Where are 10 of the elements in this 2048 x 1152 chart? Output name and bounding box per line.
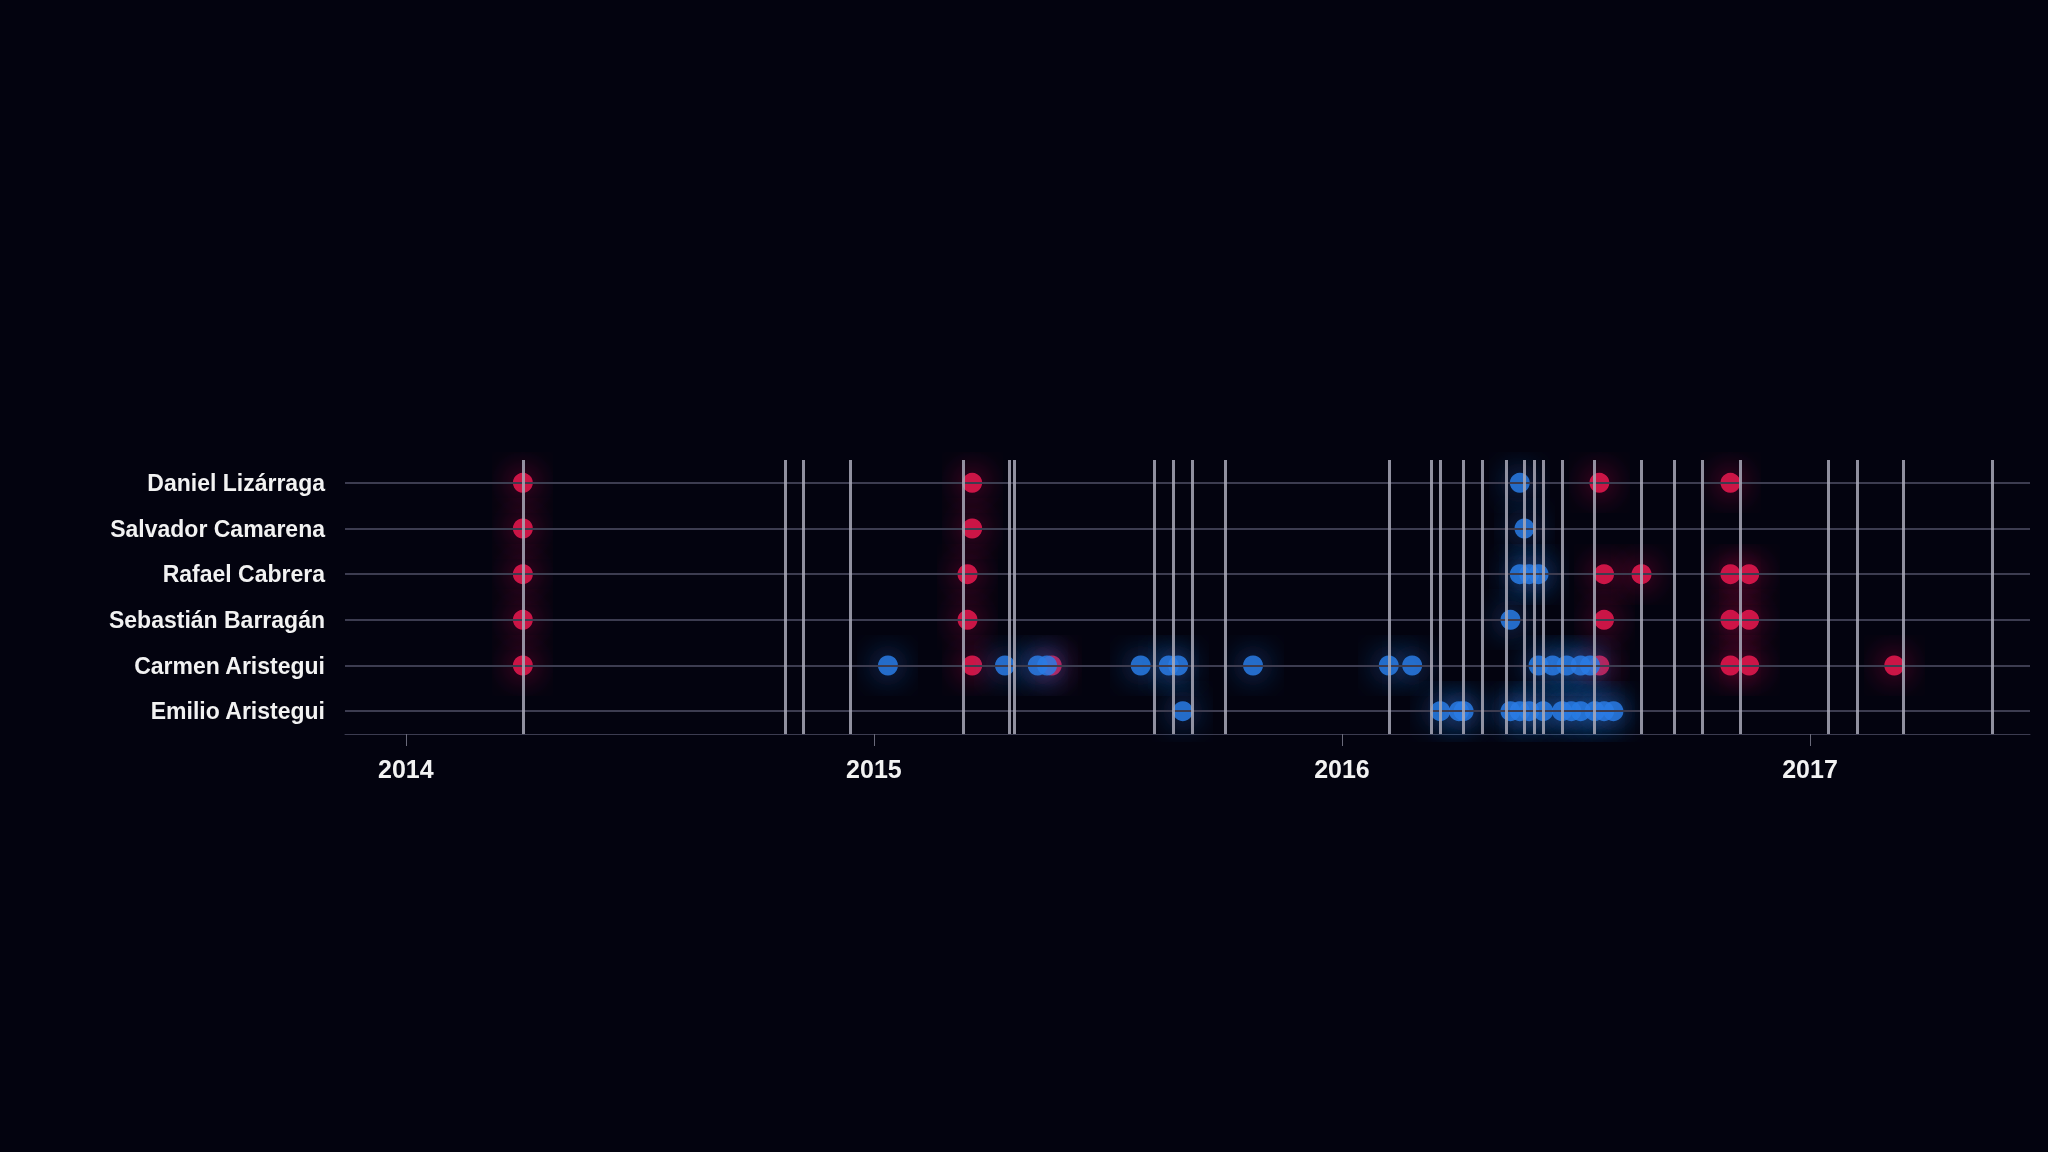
x-tick-label: 2015 bbox=[846, 754, 902, 783]
y-tick-label: Salvador Camarena bbox=[110, 515, 326, 542]
y-tick-label: Sebastián Barragán bbox=[108, 606, 325, 633]
x-tick-label: 2016 bbox=[1314, 754, 1370, 783]
x-tick-label: 2017 bbox=[1782, 754, 1838, 783]
y-tick-label: Daniel Lizárraga bbox=[147, 469, 326, 496]
y-tick-label: Emilio Aristegui bbox=[150, 698, 325, 725]
y-tick-label: Rafael Cabrera bbox=[162, 561, 326, 588]
x-tick-label: 2014 bbox=[378, 754, 434, 783]
y-tick-label: Carmen Aristegui bbox=[134, 652, 325, 679]
